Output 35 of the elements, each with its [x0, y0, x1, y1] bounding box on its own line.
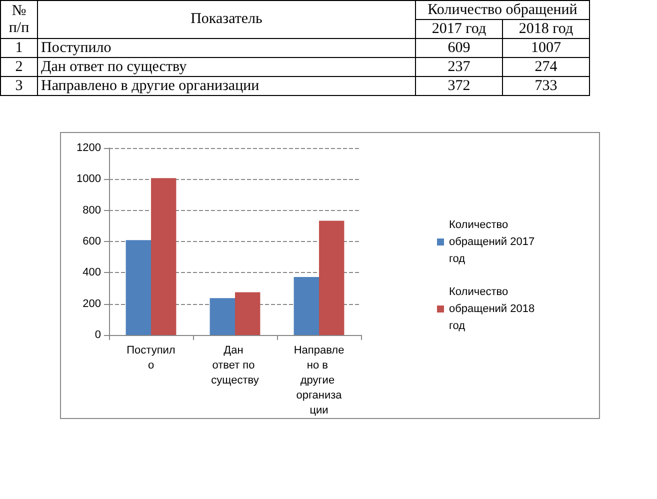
bar	[319, 220, 344, 335]
x-tick-label: Поступило	[126, 344, 176, 372]
text: 2	[0, 58, 38, 76]
text: Количество обращений	[416, 0, 590, 20]
data-label: 372	[416, 76, 502, 96]
y-tick-label: 200	[82, 298, 101, 310]
category-label: Дан ответ по существу	[38, 58, 416, 76]
y-tick-label: 400	[82, 266, 101, 279]
y-tick-label: 800	[82, 204, 101, 216]
text: 3	[0, 76, 38, 96]
x-tick-label: Направлено в другие организации	[294, 344, 344, 416]
y-tick-label: 1000	[76, 173, 101, 186]
bar	[126, 240, 151, 335]
y-tick-label: 600	[82, 236, 101, 248]
bar	[235, 292, 260, 335]
bar	[294, 277, 319, 335]
text: № п/п	[0, 0, 38, 38]
bar	[151, 178, 176, 335]
x-tick-label: Дан ответ по существу	[211, 344, 260, 386]
text: Показатель	[38, 0, 416, 38]
text: 2018 год	[502, 20, 590, 38]
text: 2017 год	[416, 20, 502, 38]
bar	[210, 298, 235, 335]
data-label: 1007	[502, 38, 590, 58]
category-label: Поступило	[38, 38, 416, 58]
data-label: 274	[502, 58, 590, 76]
legend-label: Количество обращений 2018 год	[449, 286, 538, 332]
y-tick-label: 1200	[76, 142, 101, 154]
data-label: 733	[502, 76, 590, 96]
data-label: 609	[416, 38, 502, 58]
text: 1	[0, 38, 38, 58]
category-label: Направлено в другие организации	[38, 76, 416, 96]
y-tick-label: 0	[94, 329, 101, 341]
data-label: 237	[416, 58, 502, 76]
legend-label: Количество обращений 2017 год	[449, 219, 538, 265]
